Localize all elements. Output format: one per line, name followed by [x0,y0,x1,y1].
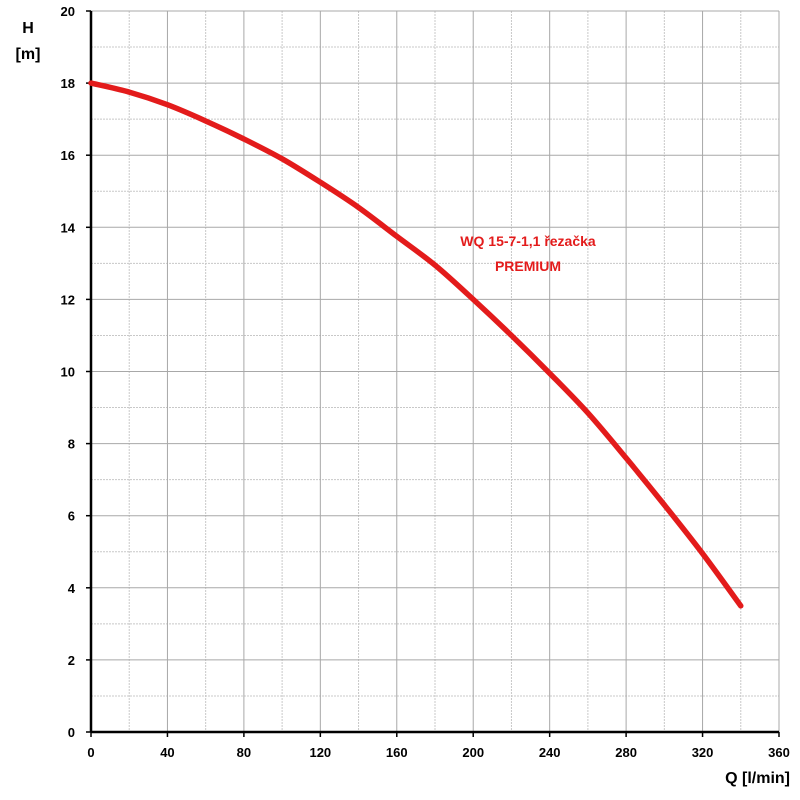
x-tick-label: 280 [615,745,637,760]
y-axis-label-unit: [m] [16,46,41,63]
axes [86,10,780,737]
x-tick-label: 320 [692,745,714,760]
y-tick-label: 8 [68,437,75,452]
x-tick-label: 0 [87,745,94,760]
x-tick-label: 80 [237,745,251,760]
y-tick-label: 16 [61,148,75,163]
grid-major [90,10,780,733]
x-tick-label: 240 [539,745,561,760]
series-label-line2: PREMIUM [495,258,561,274]
y-tick-label: 18 [61,76,75,91]
y-tick-label: 4 [68,581,76,596]
y-tick-label: 12 [61,292,75,307]
y-tick-label: 10 [61,365,75,380]
y-tick-label: 14 [61,220,76,235]
y-tick-label: 0 [68,725,75,740]
x-tick-label: 360 [768,745,790,760]
y-tick-label: 6 [68,509,75,524]
y-tick-label: 20 [61,4,75,19]
x-tick-label: 40 [160,745,174,760]
series-line-0 [88,80,744,609]
grid-minor [91,11,779,732]
series-label-line1: WQ 15-7-1,1 řezačka [460,233,596,249]
y-tick-labels: 0 2 4 6 8 10 12 14 16 18 20 [61,4,76,740]
series-layer [88,80,744,609]
y-tick-label: 2 [68,653,75,668]
x-tick-label: 160 [386,745,408,760]
x-tick-labels: 0 40 80 120 160 200 240 280 320 360 [87,745,789,760]
x-tick-label: 120 [309,745,331,760]
x-axis-label: Q [l/min] [725,770,790,787]
x-tick-label: 200 [462,745,484,760]
y-axis-label-symbol: H [22,20,34,37]
